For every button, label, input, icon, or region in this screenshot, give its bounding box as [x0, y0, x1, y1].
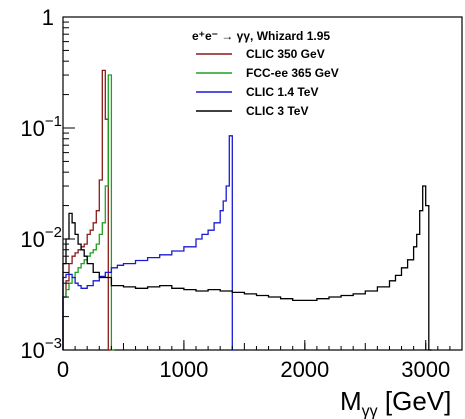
legend-entry-2: CLIC 1.4 TeV — [246, 85, 318, 99]
x-axis-title-sub: γγ — [362, 403, 378, 419]
series-line-2 — [62, 135, 236, 351]
x-axis-title-main: M — [340, 386, 362, 416]
y-tick-label-3: 1 — [42, 5, 54, 30]
x-tick-label-2: 2000 — [280, 357, 329, 382]
y-tick-label-2: 10−1 — [20, 113, 62, 141]
legend-entry-1: FCC-ee 365 GeV — [246, 66, 339, 80]
y-tick-label-0: 10−3 — [20, 335, 62, 363]
plot-frame — [62, 16, 463, 351]
series-line-3 — [62, 185, 432, 351]
x-axis-title: Mγγ [GeV] — [340, 386, 451, 419]
legend: e⁺e⁻ → γγ, Whizard 1.95 CLIC 350 GeV FCC-… — [192, 29, 339, 118]
y-tick-label-1: 10−2 — [20, 224, 62, 252]
legend-entry-0: CLIC 350 GeV — [246, 47, 325, 61]
series-line-0 — [62, 69, 112, 351]
x-tick-label-1: 1000 — [159, 357, 208, 382]
x-tick-label-3: 3000 — [401, 357, 450, 382]
legend-title: e⁺e⁻ → γγ, Whizard 1.95 — [192, 29, 330, 43]
series-layer — [62, 69, 432, 351]
x-tick-label-0: 0 — [57, 357, 69, 382]
series-line-1 — [62, 74, 115, 351]
legend-entry-3: CLIC 3 TeV — [246, 104, 308, 118]
ticks-layer: 0 1000 2000 3000 10−3 10−2 10−1 1 — [20, 5, 451, 382]
x-axis-title-unit: [GeV] — [378, 386, 452, 416]
